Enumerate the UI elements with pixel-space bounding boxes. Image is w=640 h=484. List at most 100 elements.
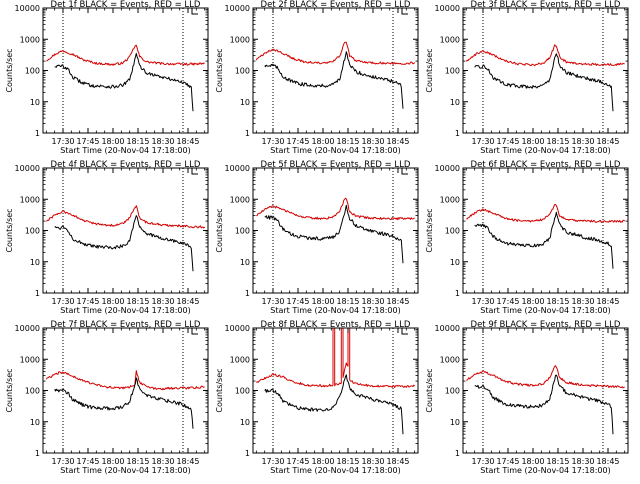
corner-bracket-icon <box>191 168 198 175</box>
y-axis-label: Counts/sec <box>425 48 434 92</box>
x-tick-label: 18:45 <box>176 297 199 306</box>
x-tick-label: 18:45 <box>386 137 409 146</box>
x-tick-label: 18:30 <box>151 297 174 306</box>
y-tick-label: 10 <box>30 418 40 427</box>
y-axis-label: Counts/sec <box>5 48 14 92</box>
x-tick-label: 17:30 <box>51 137 74 146</box>
panel-title: Det 9f BLACK = Events, RED = LLD <box>471 320 621 330</box>
y-axis-label: Counts/sec <box>215 368 224 412</box>
x-axis-label: Start Time (20-Nov-04 17:18:00) <box>60 466 190 475</box>
x-tick-label: 18:45 <box>386 457 409 466</box>
x-tick-label: 17:45 <box>76 297 99 306</box>
detector-panel: Det 8f BLACK = Events, RED = LLD 1 10 100 10… <box>215 320 419 475</box>
y-axis-label: Counts/sec <box>5 368 14 412</box>
lld-series-line <box>45 205 206 229</box>
y-tick-label: 1 <box>35 289 40 298</box>
x-tick-label: 18:30 <box>571 297 594 306</box>
corner-bracket-icon <box>401 168 408 175</box>
lld-series-line <box>256 197 415 221</box>
x-tick-label: 18:45 <box>176 137 199 146</box>
y-tick-label: 10 <box>450 418 460 427</box>
x-tick-label: 18:00 <box>521 457 544 466</box>
y-tick-label: 10000 <box>225 324 250 333</box>
x-tick-label: 18:30 <box>151 457 174 466</box>
detector-panel: Det 5f BLACK = Events, RED = LLD 1 10 100 10… <box>215 160 419 315</box>
y-tick-label: 100 <box>445 227 460 236</box>
y-tick-label: 1000 <box>230 35 250 44</box>
y-tick-label: 1 <box>35 129 40 138</box>
y-tick-label: 10000 <box>225 164 250 173</box>
x-tick-label: 17:45 <box>286 457 309 466</box>
corner-bracket-icon <box>401 328 408 335</box>
y-tick-label: 10 <box>240 418 250 427</box>
x-tick-label: 18:30 <box>571 457 594 466</box>
y-tick-label: 1000 <box>440 355 460 364</box>
x-tick-label: 17:30 <box>51 297 74 306</box>
x-tick-label: 18:00 <box>311 137 334 146</box>
x-tick-label: 18:45 <box>596 457 619 466</box>
events-series-line <box>474 53 614 112</box>
x-tick-label: 18:00 <box>101 297 124 306</box>
detector-panel: Det 9f BLACK = Events, RED = LLD 1 10 100 10… <box>425 320 629 475</box>
x-tick-label: 18:00 <box>521 137 544 146</box>
y-tick-label: 1 <box>245 129 250 138</box>
corner-bracket-icon <box>611 8 618 15</box>
y-tick-label: 10000 <box>435 4 460 13</box>
y-tick-label: 100 <box>25 387 40 396</box>
y-tick-label: 1000 <box>20 35 40 44</box>
y-tick-label: 10000 <box>435 324 460 333</box>
y-tick-label: 100 <box>25 227 40 236</box>
y-tick-label: 10000 <box>15 4 40 13</box>
x-tick-label: 18:15 <box>546 297 569 306</box>
x-tick-label: 18:45 <box>596 297 619 306</box>
x-tick-label: 17:45 <box>286 297 309 306</box>
events-series-line <box>474 374 614 435</box>
y-axis-label: Counts/sec <box>215 48 224 92</box>
y-tick-label: 1000 <box>440 35 460 44</box>
x-tick-label: 17:30 <box>471 137 494 146</box>
x-tick-label: 18:00 <box>101 457 124 466</box>
x-axis-label: Start Time (20-Nov-04 17:18:00) <box>270 306 400 315</box>
y-tick-label: 100 <box>445 387 460 396</box>
y-tick-label: 10000 <box>225 4 250 13</box>
y-tick-label: 1000 <box>20 195 40 204</box>
y-tick-label: 10 <box>450 258 460 267</box>
x-tick-label: 17:30 <box>51 457 74 466</box>
y-tick-label: 1000 <box>440 195 460 204</box>
x-tick-label: 18:15 <box>126 137 149 146</box>
corner-bracket-icon <box>611 168 618 175</box>
x-tick-label: 18:00 <box>311 297 334 306</box>
x-tick-label: 18:30 <box>571 137 594 146</box>
corner-bracket-icon <box>611 328 618 335</box>
x-tick-label: 18:15 <box>546 137 569 146</box>
events-series-line <box>54 377 194 429</box>
y-tick-label: 100 <box>25 67 40 76</box>
detector-panel: Det 7f BLACK = Events, RED = LLD 1 10 100 10… <box>5 320 209 475</box>
x-tick-label: 17:45 <box>496 457 519 466</box>
y-tick-label: 100 <box>445 67 460 76</box>
x-tick-label: 18:45 <box>386 297 409 306</box>
x-tick-label: 17:30 <box>471 457 494 466</box>
panel-title: Det 2f BLACK = Events, RED = LLD <box>261 0 411 10</box>
x-tick-label: 17:45 <box>286 137 309 146</box>
y-tick-label: 10000 <box>15 164 40 173</box>
lld-series-line <box>466 365 625 389</box>
y-tick-label: 10 <box>240 98 250 107</box>
detector-panel: Det 2f BLACK = Events, RED = LLD 1 10 100 10… <box>215 0 419 155</box>
lld-series-line <box>466 204 626 223</box>
x-axis-label: Start Time (20-Nov-04 17:18:00) <box>480 306 610 315</box>
x-tick-label: 18:15 <box>336 297 359 306</box>
x-tick-label: 18:30 <box>361 457 384 466</box>
x-axis-label: Start Time (20-Nov-04 17:18:00) <box>480 466 610 475</box>
y-tick-label: 10000 <box>435 164 460 173</box>
y-tick-label: 10 <box>30 258 40 267</box>
x-axis-label: Start Time (20-Nov-04 17:18:00) <box>480 146 610 155</box>
y-axis-label: Counts/sec <box>425 368 434 412</box>
y-tick-label: 10 <box>450 98 460 107</box>
y-tick-label: 100 <box>235 67 250 76</box>
y-tick-label: 1 <box>245 289 250 298</box>
x-axis-label: Start Time (20-Nov-04 17:18:00) <box>60 146 190 155</box>
x-tick-label: 17:45 <box>76 137 99 146</box>
panel-title: Det 4f BLACK = Events, RED = LLD <box>51 160 201 170</box>
